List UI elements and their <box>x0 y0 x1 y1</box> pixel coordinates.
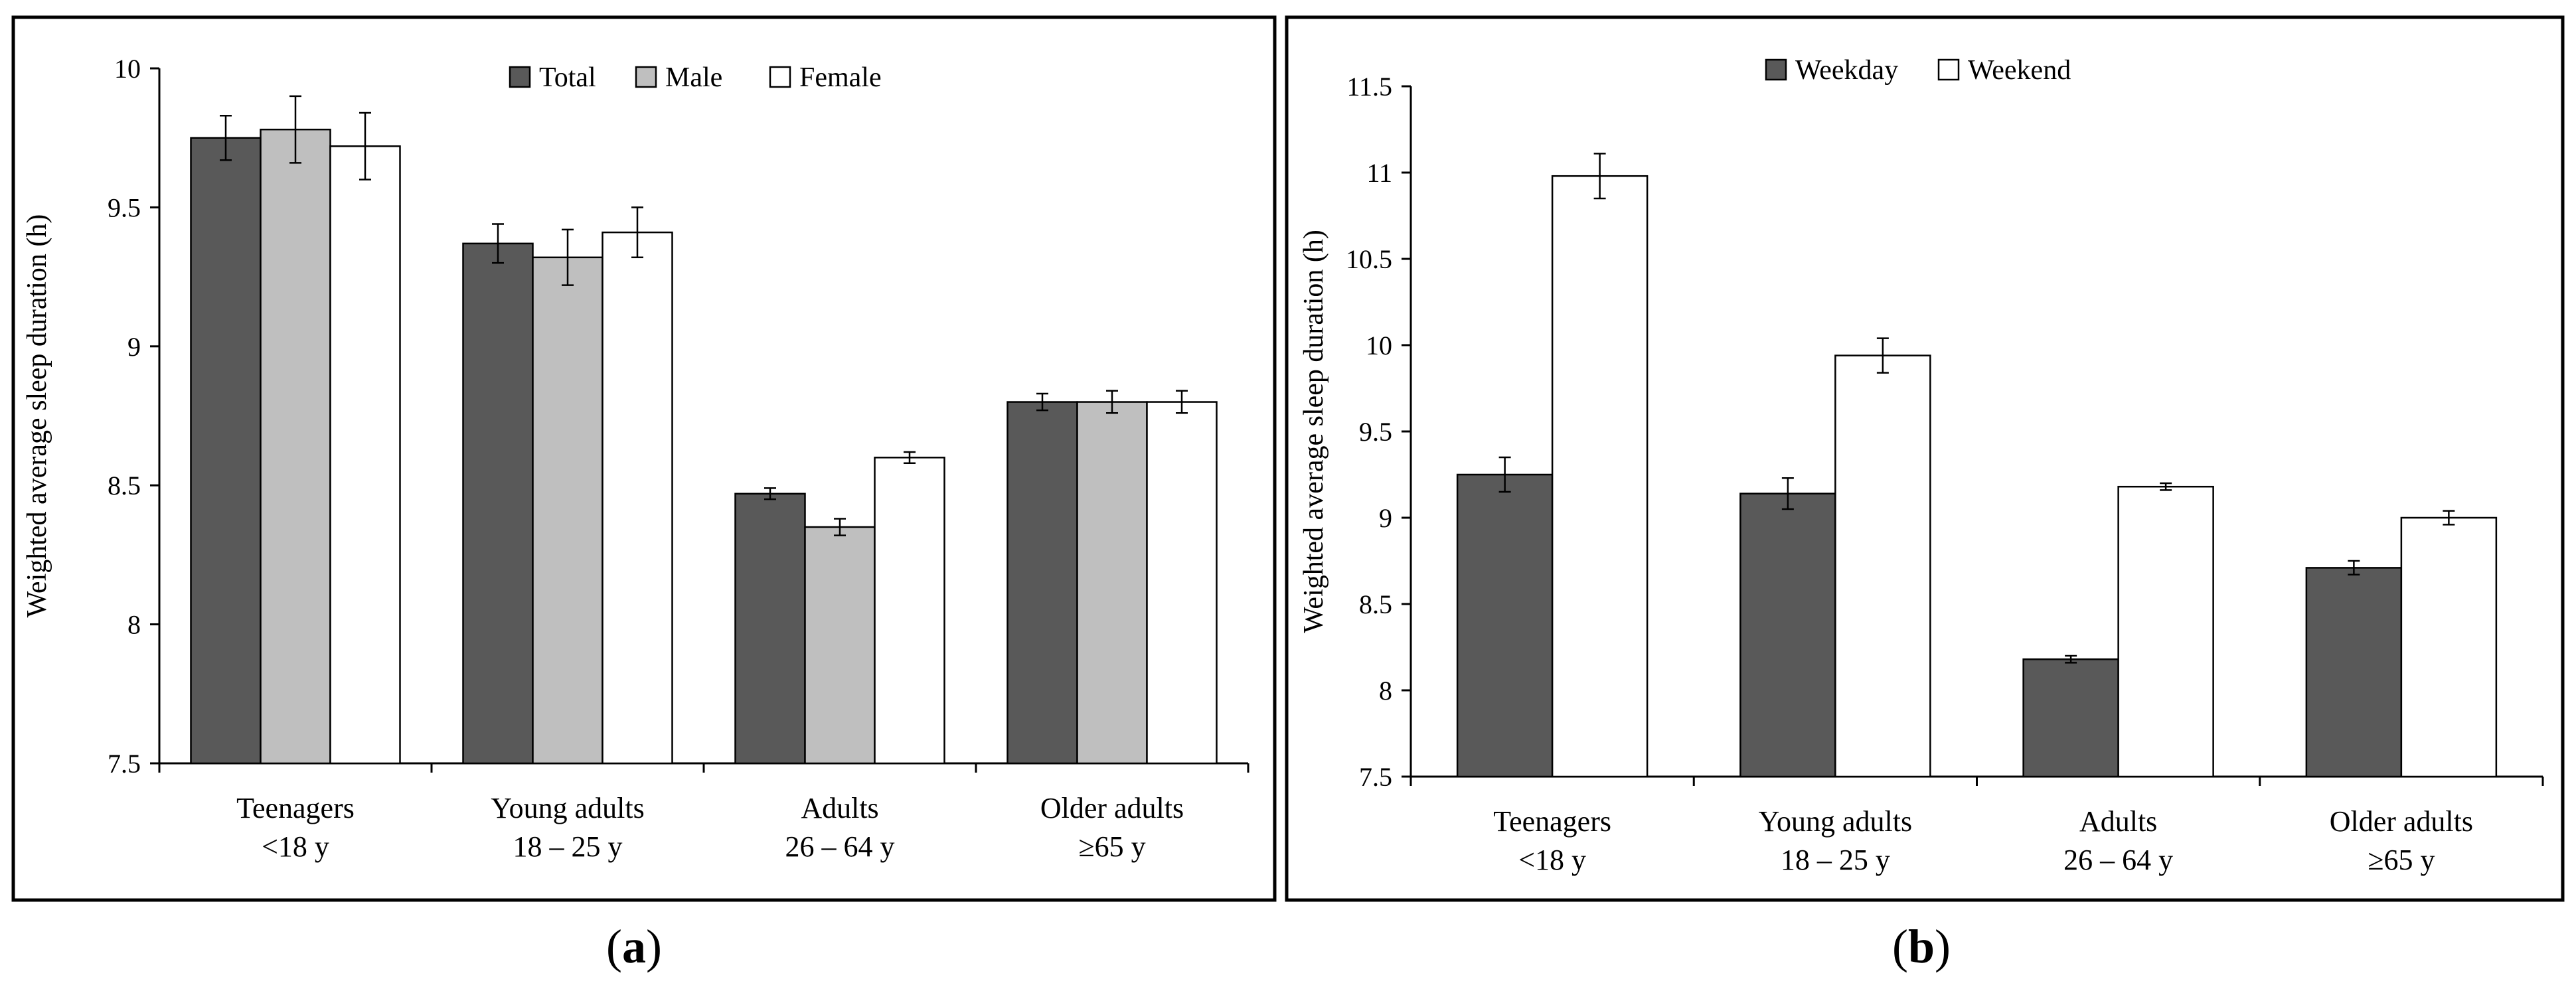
y-tick-label: 8 <box>127 610 141 640</box>
chart-a: 7.5 8 8.5 9 9.5 10 Teenagers <18 y Young adults 1… <box>22 54 1249 863</box>
bar <box>329 145 401 765</box>
x-category-sublabel: 26 – 64 y <box>2063 844 2173 876</box>
y-tick-label: 9 <box>1379 503 1392 533</box>
y-tick-label: 11.5 <box>1346 72 1392 102</box>
x-category-sublabel: <18 y <box>1518 844 1586 876</box>
caption-a-letter: a <box>622 920 646 973</box>
y-axis-title: Weighted average sleep duration (h) <box>22 214 52 618</box>
bar <box>1834 354 1931 778</box>
x-category-label: Teenagers <box>236 792 355 824</box>
bar <box>804 526 876 765</box>
bar <box>2305 567 2403 778</box>
y-axis-title: Weighted average sleep duration (h) <box>1299 230 1329 633</box>
bar <box>260 128 331 765</box>
bar <box>1456 473 1554 778</box>
x-category-label: Older adults <box>1040 792 1184 824</box>
legend-label: Total <box>539 62 596 93</box>
y-tick-label: 8 <box>1379 676 1392 706</box>
x-category-label: Young adults <box>491 792 644 824</box>
bar <box>190 137 262 765</box>
bar <box>2022 658 2119 778</box>
bar <box>2117 485 2214 778</box>
legend-swatch <box>1765 58 1787 81</box>
bar <box>602 231 673 765</box>
y-tick-label: 8.5 <box>1359 589 1392 619</box>
legend-swatch <box>1937 58 1960 81</box>
legend-swatch <box>635 66 657 88</box>
bar <box>1076 401 1148 765</box>
x-category-sublabel: 18 – 25 y <box>1781 844 1890 876</box>
y-tick-label: 10 <box>114 54 141 84</box>
legend-swatch <box>509 66 531 88</box>
bar <box>1006 401 1078 765</box>
bar <box>874 457 945 765</box>
bar <box>2400 516 2498 778</box>
x-category-label: Older adults <box>2330 805 2473 838</box>
x-category-label: Adults <box>801 792 878 824</box>
bar <box>1551 175 1649 778</box>
y-tick-label: 7.5 <box>1359 762 1392 792</box>
bar <box>462 242 534 765</box>
caption-b-letter: b <box>1908 920 1935 973</box>
bar <box>1739 493 1836 778</box>
legend-label: Male <box>665 62 722 93</box>
y-tick-label: 7.5 <box>108 749 141 779</box>
y-tick-label: 9 <box>127 332 141 362</box>
bar <box>532 256 604 765</box>
y-tick-label: 10.5 <box>1346 244 1392 274</box>
x-category-label: Young adults <box>1759 805 1912 838</box>
x-category-label: Teenagers <box>1493 805 1611 838</box>
x-category-sublabel: ≥65 y <box>2368 844 2435 876</box>
caption-a: (a) <box>606 920 662 973</box>
y-tick-label: 9.5 <box>1359 417 1392 447</box>
legend-label: Weekend <box>1968 55 2071 86</box>
chart-b: 7.5 8 8.5 9 9.5 10 10.5 11 11.5 Teenagers <18 y You… <box>1299 55 2544 876</box>
legend-label: Female <box>799 62 882 93</box>
bar <box>734 493 806 765</box>
y-tick-label: 9.5 <box>108 192 141 222</box>
caption-b: (b) <box>1892 920 1951 973</box>
x-category-sublabel: <18 y <box>262 830 329 863</box>
y-tick-label: 11 <box>1366 158 1392 188</box>
x-category-sublabel: 26 – 64 y <box>785 830 895 863</box>
legend-swatch <box>769 66 791 88</box>
x-category-sublabel: ≥65 y <box>1078 830 1145 863</box>
legend-label: Weekday <box>1795 55 1898 86</box>
x-category-sublabel: 18 – 25 y <box>513 830 623 863</box>
y-tick-label: 8.5 <box>108 471 141 500</box>
bar <box>1146 401 1218 765</box>
x-category-label: Adults <box>2079 805 2157 838</box>
y-tick-label: 10 <box>1366 331 1392 360</box>
